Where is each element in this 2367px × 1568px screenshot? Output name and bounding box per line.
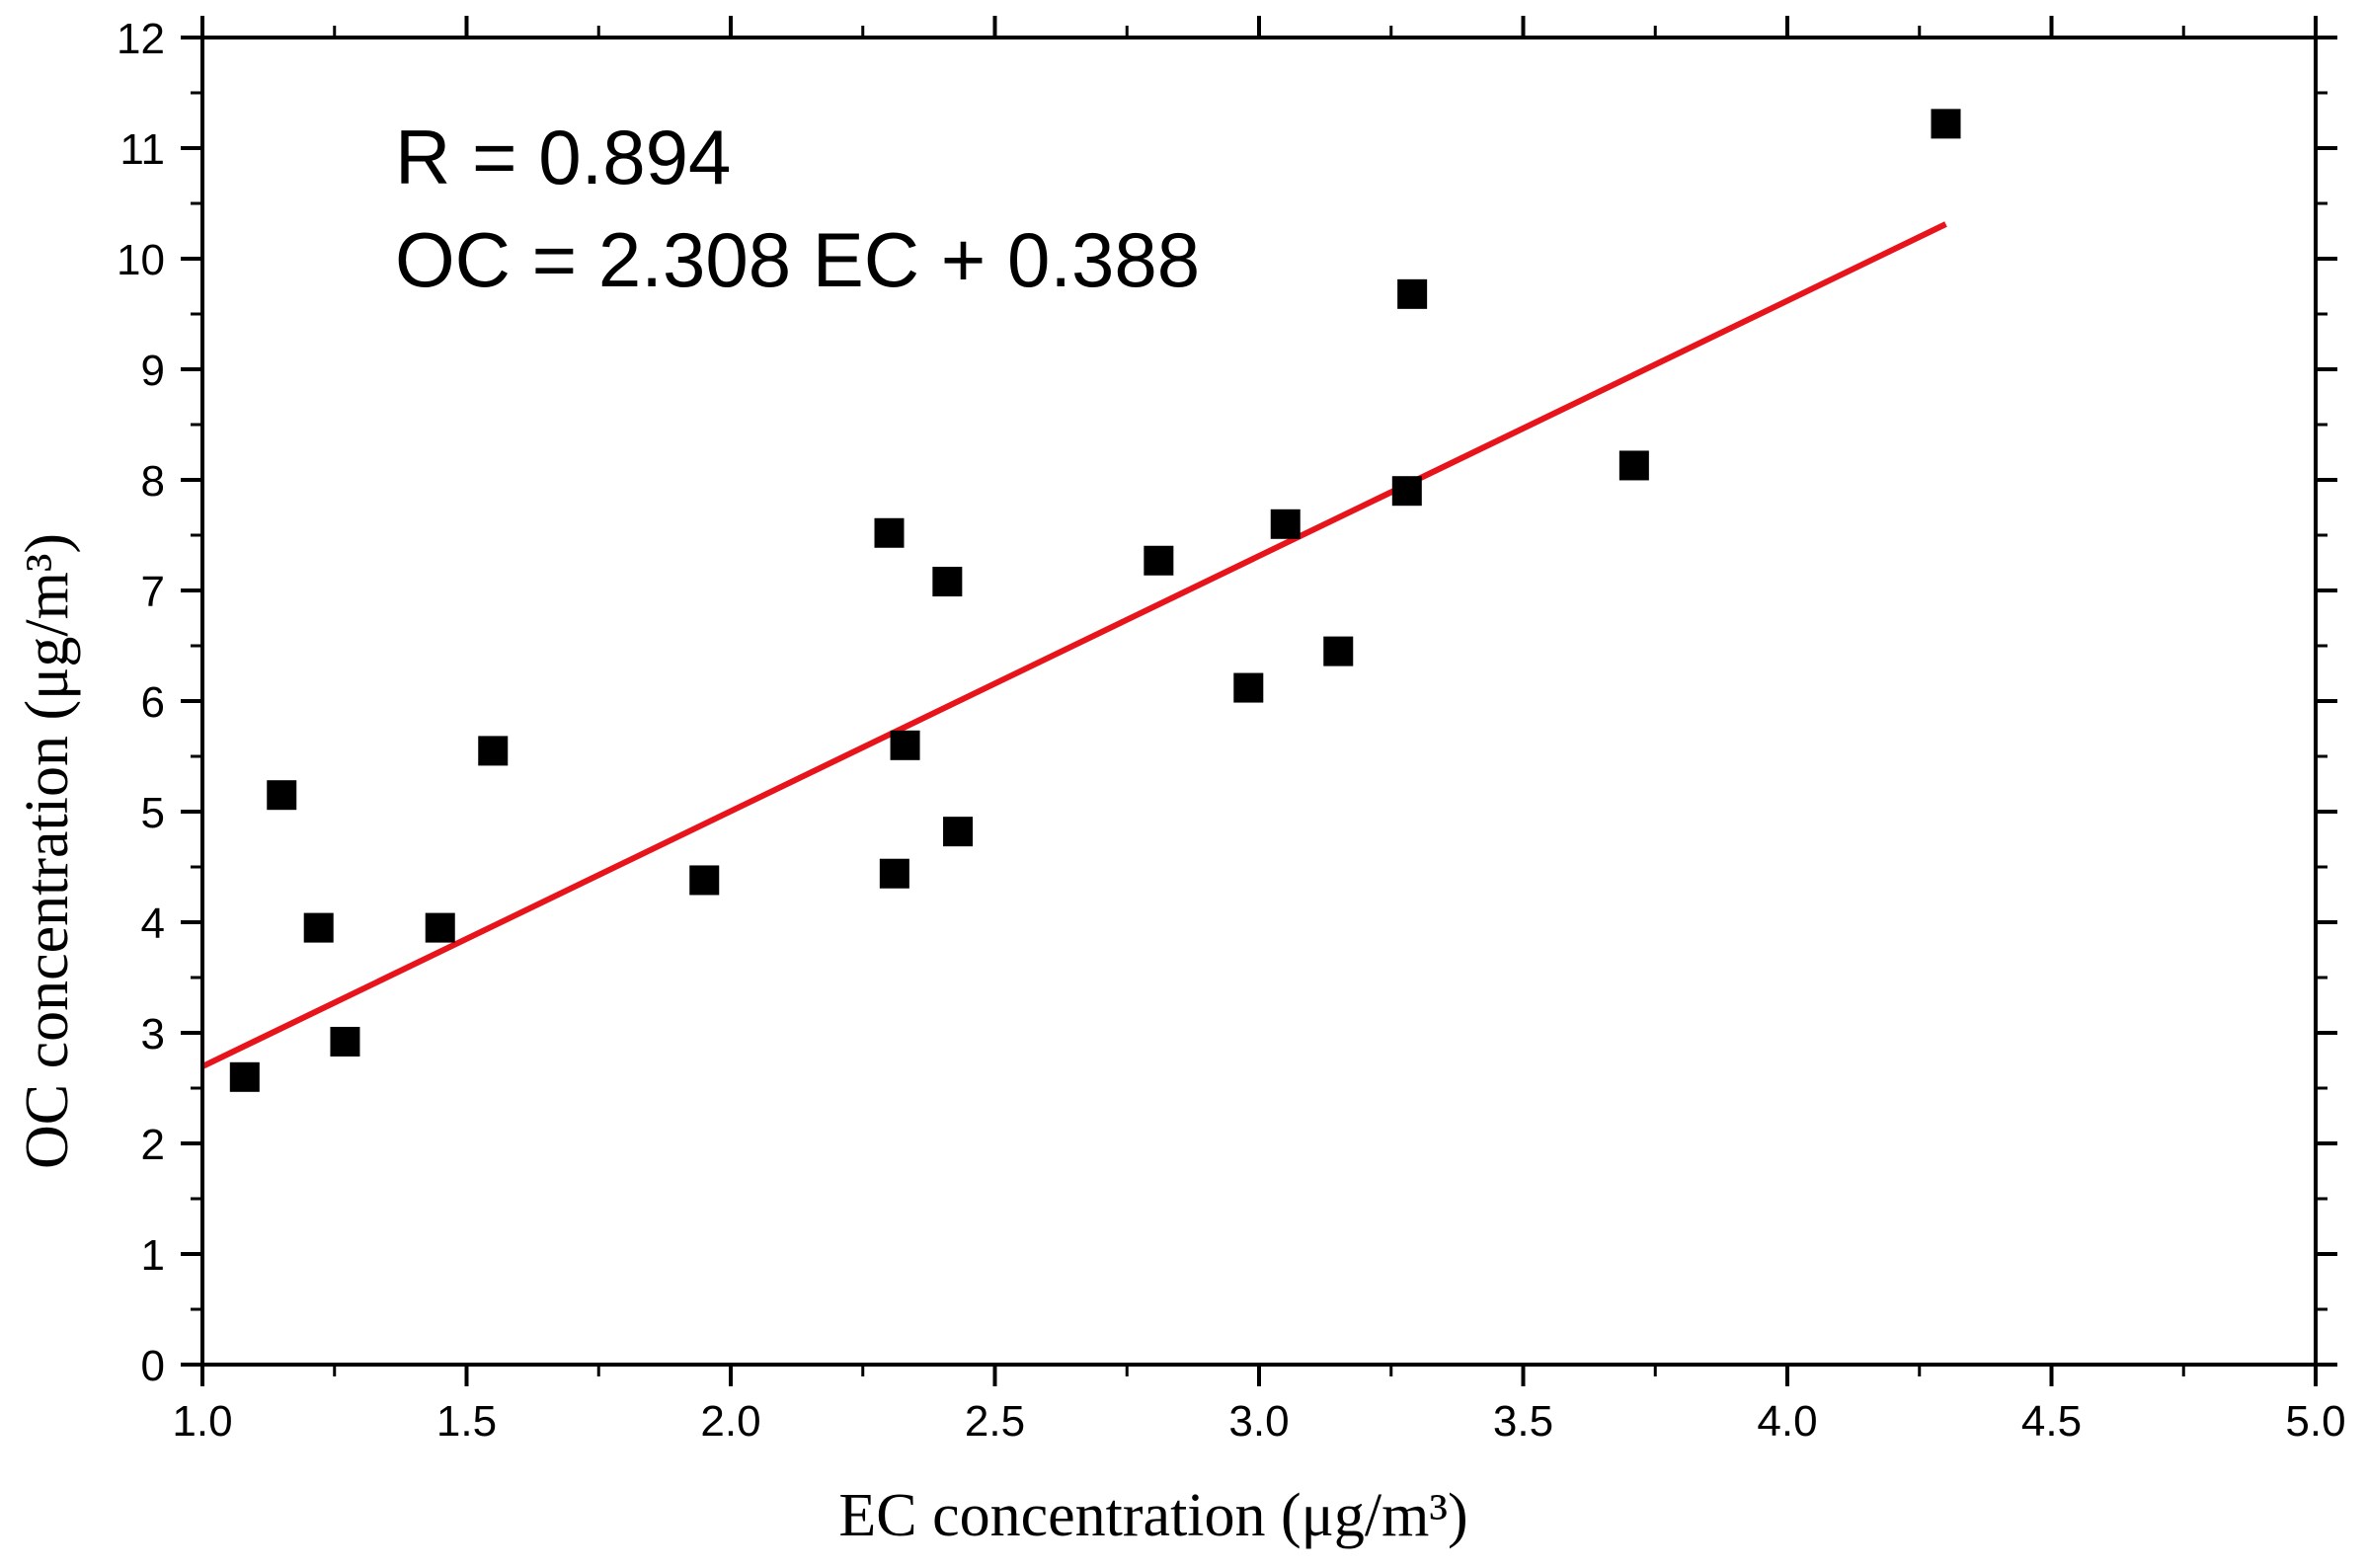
data-point bbox=[1233, 672, 1264, 703]
x-tick-label: 2.0 bbox=[700, 1397, 760, 1446]
data-point bbox=[689, 865, 720, 896]
x-tick-label: 1.5 bbox=[436, 1397, 497, 1446]
data-point bbox=[330, 1026, 360, 1057]
data-point bbox=[229, 1061, 260, 1092]
data-point bbox=[425, 912, 455, 943]
x-tick-label: 4.0 bbox=[1757, 1397, 1817, 1446]
data-point bbox=[267, 780, 297, 811]
data-point bbox=[874, 517, 905, 548]
data-point bbox=[1618, 450, 1649, 481]
data-points bbox=[229, 109, 1961, 1092]
data-point bbox=[478, 736, 509, 766]
data-point bbox=[1391, 476, 1422, 507]
y-tick-label: 1 bbox=[141, 1231, 165, 1280]
y-tick-label: 9 bbox=[141, 347, 165, 395]
x-tick-label: 5.0 bbox=[2285, 1397, 2345, 1446]
y-tick-label: 0 bbox=[141, 1342, 165, 1390]
data-point bbox=[1144, 545, 1174, 576]
x-tick-label: 4.5 bbox=[2021, 1397, 2082, 1446]
axis-ticks bbox=[181, 16, 2337, 1386]
y-tick-label: 10 bbox=[117, 236, 165, 284]
regression-layer bbox=[200, 221, 1947, 1069]
y-tick-label: 12 bbox=[117, 15, 165, 63]
x-tick-label: 2.5 bbox=[965, 1397, 1025, 1446]
y-tick-label: 2 bbox=[141, 1121, 165, 1169]
plot-frame bbox=[200, 36, 2318, 1367]
x-tick-label: 1.0 bbox=[172, 1397, 232, 1446]
y-tick-label: 5 bbox=[141, 789, 165, 837]
y-tick-label: 3 bbox=[141, 1010, 165, 1058]
data-point bbox=[1323, 636, 1354, 666]
x-tick-labels: 1.0 1.5 2.0 2.5 3.0 3.5 4.0 4.5 5.0 bbox=[172, 1397, 2345, 1446]
data-point bbox=[890, 730, 920, 760]
annotation-r: R = 0.894 bbox=[395, 114, 731, 200]
data-point bbox=[1397, 278, 1428, 309]
data-point bbox=[943, 817, 974, 847]
x-tick-label: 3.0 bbox=[1228, 1397, 1289, 1446]
y-tick-label: 11 bbox=[119, 125, 165, 174]
y-tick-label: 7 bbox=[141, 568, 165, 616]
x-tick-label: 3.5 bbox=[1493, 1397, 1553, 1446]
annotation-equation: OC = 2.308 EC + 0.388 bbox=[395, 216, 1200, 303]
y-tick-label: 6 bbox=[141, 678, 165, 727]
x-axis-title: EC concentration (μg/m³) bbox=[838, 1482, 1467, 1549]
y-tick-label: 8 bbox=[141, 457, 165, 506]
regression-line bbox=[200, 221, 1947, 1069]
data-point bbox=[1270, 509, 1301, 539]
data-point bbox=[879, 858, 909, 889]
data-point bbox=[1931, 109, 1961, 139]
data-point bbox=[932, 567, 963, 597]
y-tick-label: 4 bbox=[141, 900, 165, 948]
data-point bbox=[303, 912, 334, 943]
y-axis-title: OC concentration (μg/m³) bbox=[14, 533, 81, 1169]
